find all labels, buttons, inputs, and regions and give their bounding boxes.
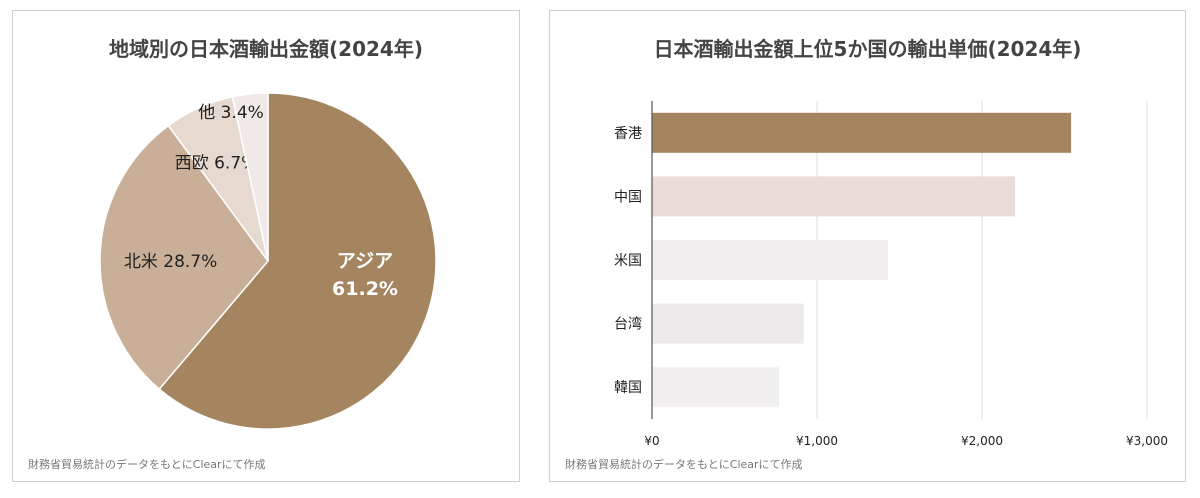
pie-label-line1-1: アジア	[337, 250, 393, 272]
x-tick-label-4: ¥3,000	[1126, 434, 1168, 448]
pie-chart: アジア 61.2% 北米 28.7% 西欧 6.7% 他 3.4%	[99, 92, 437, 430]
bar-5	[652, 367, 780, 408]
pie-chart-panel: 地域別の日本酒輸出金額(2024年) アジア 61.2% 北米 28.7% 西欧 6.…	[12, 10, 520, 482]
category-label-5: 韓国	[614, 380, 642, 396]
pie-label-3: 西欧 6.7%	[175, 154, 258, 174]
bar-1	[652, 112, 1072, 153]
bar-3	[652, 240, 888, 280]
bar-chart-panel: 日本酒輸出金額上位5か国の輸出単価(2024年) 香港中国米国台湾韓国 ¥0 ¥1,…	[549, 10, 1186, 482]
pie-label-4: 他 3.4%	[198, 103, 264, 123]
bar-2	[652, 176, 1015, 217]
pie-chart-title: 地域別の日本酒輸出金額(2024年)	[109, 37, 423, 61]
bar-chart-source-note: 財務省貿易統計のデータをもとにClearにて作成	[565, 458, 803, 471]
bar-4	[652, 303, 804, 344]
pie-slice-1	[158, 92, 437, 430]
category-label-2: 中国	[614, 189, 642, 205]
pie-label-line2-1: 61.2%	[332, 278, 398, 300]
category-label-1: 香港	[614, 126, 642, 142]
bar-chart-title: 日本酒輸出金額上位5か国の輸出単価(2024年)	[653, 37, 1082, 61]
category-label-4: 台湾	[614, 316, 642, 333]
pie-label-2: 北米 28.7%	[124, 252, 217, 272]
x-tick-label-3: ¥2,000	[961, 434, 1003, 448]
pie-chart-source-note: 財務省貿易統計のデータをもとにClearにて作成	[28, 458, 266, 471]
x-tick-label-2: ¥1,000	[796, 434, 838, 448]
pie-slice-2	[99, 124, 269, 391]
pie-slice-4	[231, 92, 269, 262]
category-label-3: 米国	[614, 253, 642, 269]
x-tick-label-1: ¥0	[644, 434, 659, 448]
